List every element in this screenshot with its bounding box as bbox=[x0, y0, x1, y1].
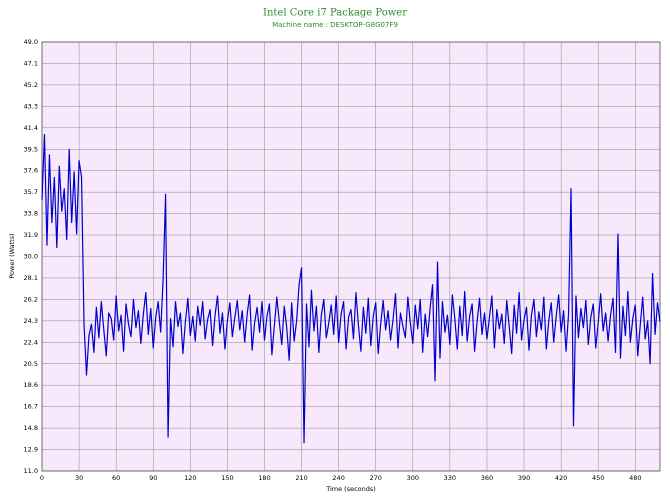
y-tick-label: 30.0 bbox=[24, 253, 38, 261]
y-tick-label: 31.9 bbox=[24, 231, 38, 239]
y-tick-label: 14.8 bbox=[24, 424, 38, 432]
x-tick-label: 270 bbox=[370, 474, 382, 482]
power-line bbox=[41, 133, 661, 444]
x-tick-label: 450 bbox=[592, 474, 604, 482]
x-axis-label: Time (seconds) bbox=[325, 485, 376, 493]
y-axis-label: Power (Watts) bbox=[8, 233, 16, 278]
y-tick-label: 24.3 bbox=[24, 317, 38, 325]
x-tick-label: 0 bbox=[40, 474, 44, 482]
y-tick-label: 37.6 bbox=[24, 167, 38, 175]
y-tick-label: 41.4 bbox=[24, 124, 38, 132]
y-tick-label: 18.6 bbox=[24, 381, 38, 389]
y-tick-label: 28.1 bbox=[24, 274, 38, 282]
y-tick-label: 47.1 bbox=[24, 59, 38, 67]
x-tick-label: 390 bbox=[518, 474, 530, 482]
y-tick-label: 33.8 bbox=[24, 210, 38, 218]
y-tick-label: 22.4 bbox=[24, 338, 38, 346]
x-tick-label: 60 bbox=[112, 474, 120, 482]
chart-title: Intel Core i7 Package Power bbox=[263, 8, 407, 19]
y-tick-label: 45.2 bbox=[24, 81, 38, 89]
y-tick-label: 35.7 bbox=[24, 188, 38, 196]
x-tick-label: 30 bbox=[75, 474, 83, 482]
y-tick-label: 16.7 bbox=[24, 403, 38, 411]
y-tick-label: 43.3 bbox=[24, 102, 38, 110]
y-tick-label: 49.0 bbox=[24, 38, 38, 46]
y-tick-label: 12.9 bbox=[24, 446, 38, 454]
x-tick-label: 330 bbox=[444, 474, 456, 482]
x-tick-label: 420 bbox=[555, 474, 567, 482]
x-tick-label: 360 bbox=[481, 474, 493, 482]
y-tick-label: 26.2 bbox=[24, 295, 38, 303]
x-tick-label: 180 bbox=[258, 474, 270, 482]
y-tick-label: 20.5 bbox=[24, 360, 38, 368]
x-tick-label: 90 bbox=[149, 474, 157, 482]
chart-subtitle: Machine name : DESKTOP-G8G07F9 bbox=[272, 21, 398, 29]
y-tick-label: 39.5 bbox=[24, 145, 38, 153]
x-tick-label: 300 bbox=[407, 474, 419, 482]
x-tick-label: 150 bbox=[221, 474, 233, 482]
x-tick-label: 480 bbox=[629, 474, 641, 482]
plot-border bbox=[41, 41, 661, 472]
x-tick-label: 210 bbox=[295, 474, 307, 482]
x-tick-label: 240 bbox=[332, 474, 344, 482]
x-tick-label: 120 bbox=[184, 474, 196, 482]
y-tick-label: 11.0 bbox=[24, 467, 38, 475]
